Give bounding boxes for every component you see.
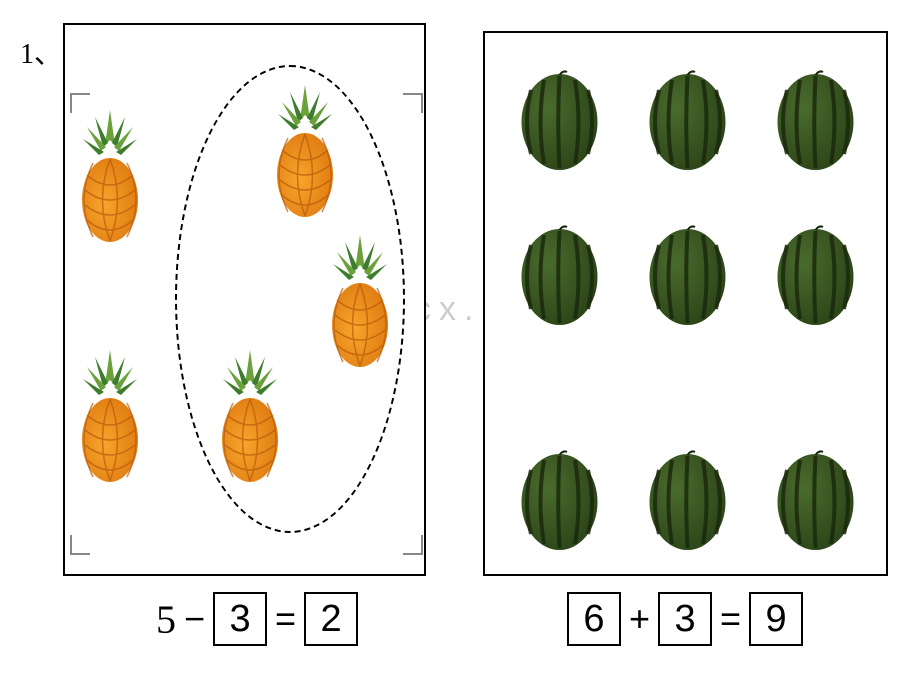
answer-box[interactable]: 3 — [658, 592, 712, 646]
pineapple-icon — [75, 105, 145, 245]
equation-right: 6 + 3 = 9 — [567, 592, 803, 646]
watermelon-icon — [645, 223, 730, 328]
watermelon-icon — [773, 223, 858, 328]
pineapple-panel — [63, 23, 426, 576]
watermelon-icon — [517, 448, 602, 553]
equation-left: 5 − 3 = 2 — [156, 592, 358, 646]
answer-box[interactable]: 2 — [304, 592, 358, 646]
watermelon-icon — [517, 223, 602, 328]
pineapple-icon — [215, 345, 285, 485]
pineapple-icon — [270, 80, 340, 220]
equals-sign: = — [720, 598, 741, 640]
crop-corner-br — [403, 535, 423, 555]
answer-box[interactable]: 3 — [213, 592, 267, 646]
pineapple-icon — [75, 345, 145, 485]
watermelon-icon — [645, 448, 730, 553]
crop-corner-bl — [70, 535, 90, 555]
eq-first-number: 5 — [156, 596, 176, 643]
crop-corner-tr — [403, 93, 423, 113]
answer-box[interactable]: 6 — [567, 592, 621, 646]
watermelon-panel — [483, 31, 888, 576]
watermelon-icon — [773, 448, 858, 553]
plus-operator: + — [629, 598, 650, 640]
problem-number: 1、 — [20, 32, 62, 72]
minus-operator: − — [184, 598, 205, 640]
pineapple-icon — [325, 230, 395, 370]
answer-box[interactable]: 9 — [749, 592, 803, 646]
watermelon-icon — [517, 68, 602, 173]
watermelon-icon — [773, 68, 858, 173]
equals-sign: = — [275, 598, 296, 640]
watermelon-icon — [645, 68, 730, 173]
